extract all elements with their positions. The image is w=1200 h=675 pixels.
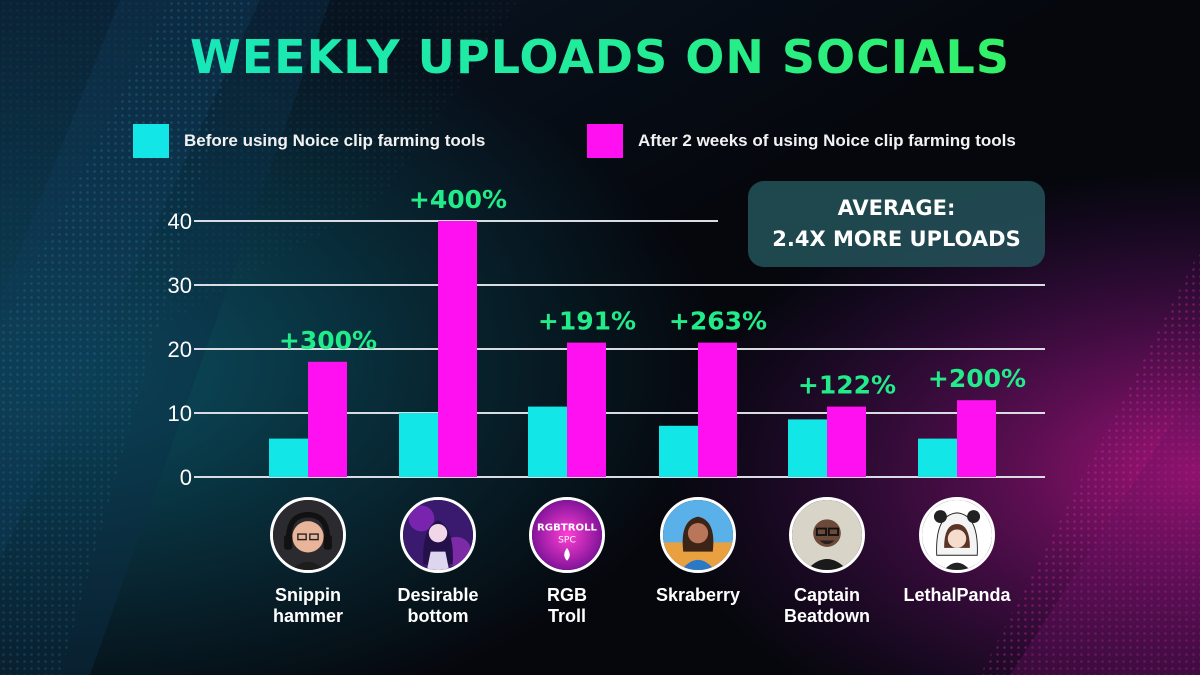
avatar-panda-hood-icon (919, 497, 995, 573)
percent-change-label: +200% (928, 364, 1026, 393)
svg-text:RGBTROLL: RGBTROLL (537, 522, 598, 533)
avatar-anime-girl-icon (400, 497, 476, 573)
y-tick-label: 10 (168, 401, 192, 426)
bar-before (788, 419, 827, 477)
creator-5: Captain Beatdown (762, 497, 892, 627)
creator-name: Desirable bottom (397, 585, 479, 626)
creator-name: Skraberry (655, 585, 741, 605)
legend-item-before: Before using Noice clip farming tools (133, 124, 485, 158)
bar-before (269, 438, 308, 477)
creator-name: LethalPanda (903, 585, 1011, 605)
bar-before (918, 438, 957, 477)
average-callout-line2: 2.4X MORE UPLOADS (772, 227, 1021, 251)
legend-swatch-before (133, 124, 169, 158)
legend-label-after: After 2 weeks of using Noice clip farmin… (638, 131, 1016, 150)
creator-2: Desirable bottom (373, 497, 503, 627)
avatar-rgbtroll-logo-icon: RGBTROLL SPC (529, 497, 605, 573)
bar-after (827, 406, 866, 477)
bar-after (957, 400, 996, 477)
bar-before (659, 425, 698, 477)
average-callout: AVERAGE: 2.4X MORE UPLOADS (748, 181, 1045, 267)
percent-change-label: +400% (409, 185, 507, 214)
bar-after (438, 221, 477, 477)
bar-before (528, 406, 567, 477)
y-tick-label: 20 (168, 337, 192, 362)
bar-before (399, 413, 438, 477)
legend-label-before: Before using Noice clip farming tools (184, 131, 486, 150)
percent-change-label: +300% (279, 326, 377, 355)
average-callout-line1: AVERAGE: (837, 196, 956, 220)
legend-item-after: After 2 weeks of using Noice clip farmin… (587, 124, 1016, 158)
y-tick-label: 0 (180, 465, 192, 490)
svg-text:SPC: SPC (558, 534, 576, 545)
avatar-headphones-icon (270, 497, 346, 573)
creator-3: RGBTROLL SPC RGB Troll (502, 497, 632, 627)
creator-1: Snippin hammer (243, 497, 373, 627)
percent-change-label: +263% (669, 307, 767, 336)
avatar-man-glasses-icon (789, 497, 865, 573)
creator-name: Snippin hammer (272, 585, 344, 626)
creator-name: Captain Beatdown (783, 585, 870, 626)
percent-change-label: +122% (798, 371, 896, 400)
creator-name: RGB Troll (547, 585, 587, 626)
bar-after (567, 342, 606, 477)
y-tick-label: 30 (168, 273, 192, 298)
percent-change-label: +191% (538, 307, 636, 336)
creator-4: Skraberry (633, 497, 763, 606)
avatar-woman-icon (660, 497, 736, 573)
creator-6: LethalPanda (892, 497, 1022, 606)
y-tick-label: 40 (168, 209, 192, 234)
bar-after (698, 342, 737, 477)
bar-after (308, 361, 347, 477)
chart-title: WEEKLY UPLOADS ON SOCIALS (0, 30, 1200, 84)
legend-swatch-after (587, 124, 623, 158)
